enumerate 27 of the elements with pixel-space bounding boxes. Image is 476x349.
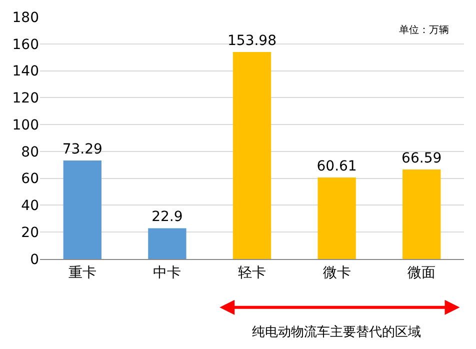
y-tick-label: 160 bbox=[12, 36, 39, 53]
y-tick-label: 100 bbox=[12, 117, 39, 134]
bar bbox=[232, 52, 272, 259]
data-label: 153.98 bbox=[228, 32, 276, 49]
x-tick-label: 轻卡 bbox=[238, 264, 266, 281]
bar bbox=[148, 228, 186, 259]
text: 纯电动物流车主要替代的区域 bbox=[252, 324, 421, 340]
x-tick-label: 微卡 bbox=[322, 264, 351, 281]
x-tick-label: 中卡 bbox=[153, 264, 182, 281]
y-tick-label: 140 bbox=[12, 64, 39, 80]
bar bbox=[318, 178, 356, 259]
annotation: 单位：万辆 bbox=[399, 24, 449, 36]
data-label: 22.9 bbox=[152, 209, 183, 226]
y-tick-label: 20 bbox=[21, 225, 39, 242]
data-label: 60.61 bbox=[316, 158, 357, 175]
bar bbox=[63, 160, 102, 259]
y-tick-label: 0 bbox=[30, 252, 39, 268]
y-tick-label: 120 bbox=[12, 90, 39, 107]
y-tick-label: 80 bbox=[21, 144, 39, 160]
y-tick-label: 180 bbox=[12, 10, 39, 26]
y-tick-label: 40 bbox=[21, 198, 39, 214]
x-tick-label: 重卡 bbox=[68, 264, 96, 281]
y-tick-label: 60 bbox=[21, 171, 39, 188]
x-tick-label: 微面 bbox=[408, 264, 436, 281]
bar bbox=[402, 169, 441, 259]
data-label: 73.29 bbox=[62, 141, 102, 158]
data-label: 66.59 bbox=[402, 150, 442, 166]
